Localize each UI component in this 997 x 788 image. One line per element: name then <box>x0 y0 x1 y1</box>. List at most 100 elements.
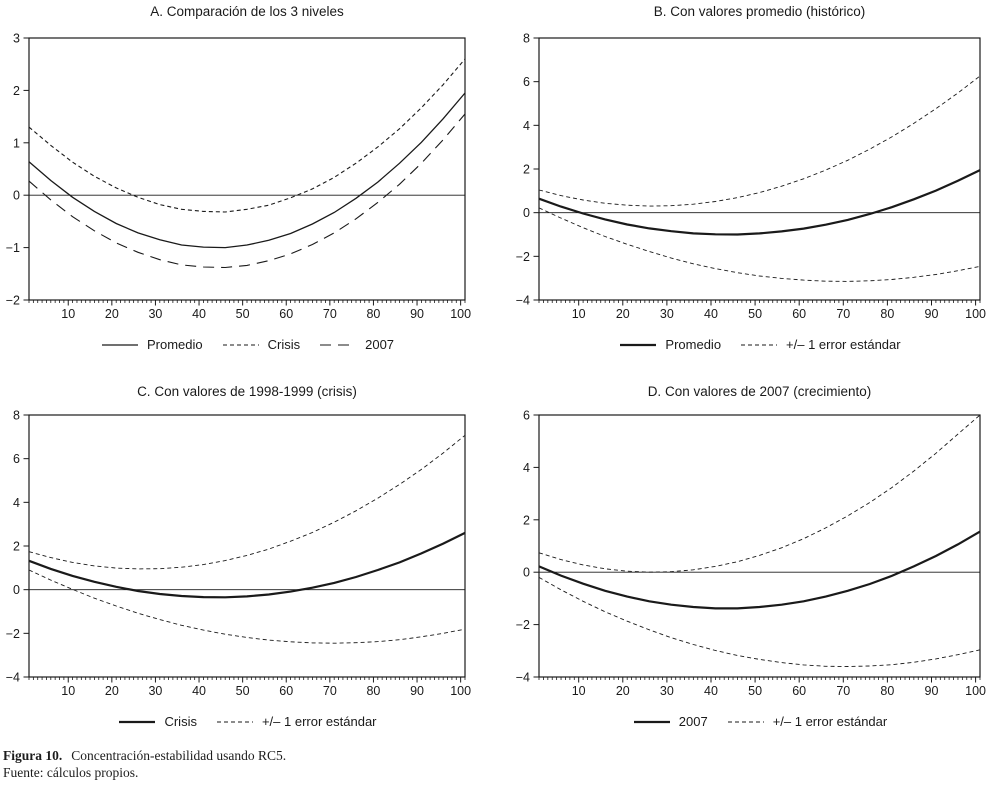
legend-item: Crisis <box>117 714 197 729</box>
x-tick-label: 50 <box>748 307 762 321</box>
legend-item: 2007 <box>632 714 708 729</box>
legend-line-sample <box>222 343 259 346</box>
legend-line-sample <box>216 721 253 722</box>
panel-d-title: D. Con valores de 2007 (crecimiento) <box>647 384 872 399</box>
x-tick-label: 40 <box>704 307 718 321</box>
series-line <box>538 169 981 236</box>
y-tick-label: −1 <box>6 241 20 255</box>
x-tick-label: 70 <box>836 307 850 321</box>
y-tick-label: 0 <box>13 189 20 203</box>
panel-b-plot: 8 6 4 2 0 −2 −4 10 20 30 40 50 60 70 80 90 100 <box>497 0 997 335</box>
legend: Crisis +/– 1 error estándar <box>29 714 465 729</box>
x-tick-label: 40 <box>192 307 206 321</box>
y-tick-label: 0 <box>13 583 20 597</box>
legend: 2007 +/– 1 error estándar <box>539 714 980 729</box>
x-tick-label: 10 <box>61 684 75 698</box>
x-tick-label: 20 <box>616 307 630 321</box>
series-line <box>28 434 466 570</box>
panel-d: 6 4 2 0 −2 −4 10 20 30 40 50 60 70 80 90 100 D. Con val… <box>497 377 997 749</box>
y-tick-label: 8 <box>523 32 530 46</box>
legend-line-sample <box>727 721 764 722</box>
x-tick-label: 100 <box>450 684 471 698</box>
plot-border <box>28 414 466 678</box>
x-tick-label: 100 <box>965 684 986 698</box>
x-tick-label: 50 <box>748 684 762 698</box>
x-tick-label: 10 <box>61 307 75 321</box>
legend-label: Promedio <box>665 337 722 352</box>
y-tick-label: −2 <box>516 618 530 632</box>
series-line <box>538 75 981 207</box>
series-line <box>28 92 466 249</box>
x-tick-label: 70 <box>323 307 337 321</box>
x-tick-label: 30 <box>148 307 162 321</box>
plot-border <box>538 414 981 678</box>
x-tick-label: 80 <box>366 684 380 698</box>
y-tick-label: −2 <box>6 294 20 308</box>
legend-label: +/– 1 error estándar <box>772 714 888 729</box>
x-tick-label: 90 <box>410 307 424 321</box>
legend-line-sample <box>741 344 778 345</box>
x-tick-label: 30 <box>660 307 674 321</box>
x-tick-label: 70 <box>323 684 337 698</box>
x-tick-label: 80 <box>880 307 894 321</box>
legend-label: Crisis <box>267 337 301 352</box>
y-tick-label: 2 <box>13 84 20 98</box>
y-tick-label: 2 <box>523 163 530 177</box>
plot-border <box>28 37 466 301</box>
x-tick-label: 70 <box>836 684 850 698</box>
x-tick-label: 20 <box>616 684 630 698</box>
legend-item: Promedio <box>618 337 721 352</box>
x-tick-label: 50 <box>236 307 250 321</box>
y-tick-label: −4 <box>6 671 20 685</box>
y-tick-label: 4 <box>523 119 530 133</box>
y-tick-label: −2 <box>516 250 530 264</box>
series-line <box>28 569 466 644</box>
legend-item: +/– 1 error estándar <box>739 337 901 352</box>
x-tick-label: 80 <box>880 684 894 698</box>
y-tick-label: 8 <box>13 409 20 423</box>
x-tick-label: 60 <box>792 684 806 698</box>
legend-item: Promedio <box>100 337 203 352</box>
caption-text: Concentración-estabilidad usando RC5. <box>71 748 287 763</box>
series-line <box>28 531 466 599</box>
y-tick-label: 0 <box>523 206 530 220</box>
x-tick-label: 100 <box>965 307 986 321</box>
panel-b-title: B. Con valores promedio (histórico) <box>653 4 866 19</box>
x-tick-label: 30 <box>148 684 162 698</box>
series-line <box>538 207 981 282</box>
panel-a-title: A. Comparación de los 3 niveles <box>150 4 344 19</box>
x-tick-label: 20 <box>105 684 119 698</box>
series-line <box>28 113 466 269</box>
caption-label: Figura 10. <box>3 748 63 763</box>
legend-item: +/– 1 error estándar <box>215 714 377 729</box>
panel-b: 8 6 4 2 0 −2 −4 10 20 30 40 50 60 70 80 90 100 B. Con va… <box>497 0 997 372</box>
legend-label: +/– 1 error estándar <box>261 714 377 729</box>
legend-label: 2007 <box>678 714 708 729</box>
legend-line-sample <box>633 720 670 723</box>
panel-a: 3 2 1 0 −1 −2 10 20 30 40 50 60 70 80 90 100 A. Compara… <box>0 0 480 372</box>
panel-c-title: C. Con valores de 1998-1999 (crisis) <box>137 384 357 399</box>
x-tick-label: 10 <box>572 684 586 698</box>
y-tick-label: 6 <box>523 409 530 423</box>
x-tick-label: 60 <box>279 684 293 698</box>
y-tick-label: 2 <box>13 540 20 554</box>
y-tick-label: −4 <box>516 294 530 308</box>
legend: Promedio Crisis 2007 <box>29 337 465 352</box>
legend-item: 2007 <box>318 337 394 352</box>
y-tick-label: 0 <box>523 566 530 580</box>
legend: Promedio +/– 1 error estándar <box>539 337 980 352</box>
caption-source: Fuente: cálculos propios. <box>3 765 139 780</box>
x-tick-label: 10 <box>572 307 586 321</box>
x-tick-label: 100 <box>450 307 471 321</box>
y-tick-label: 4 <box>13 496 20 510</box>
x-tick-label: 20 <box>105 307 119 321</box>
panel-a-plot: 3 2 1 0 −1 −2 10 20 30 40 50 60 70 80 90 100 <box>0 0 480 335</box>
y-tick-label: 4 <box>523 461 530 475</box>
y-tick-label: 6 <box>13 452 20 466</box>
panel-c: 8 6 4 2 0 −2 −4 10 20 30 40 50 60 70 80 90 100 C. Con va… <box>0 377 480 749</box>
legend-item: Crisis <box>221 337 301 352</box>
panel-c-plot: 8 6 4 2 0 −2 −4 10 20 30 40 50 60 70 80 90 100 <box>0 377 480 712</box>
legend-line-sample <box>101 343 138 346</box>
